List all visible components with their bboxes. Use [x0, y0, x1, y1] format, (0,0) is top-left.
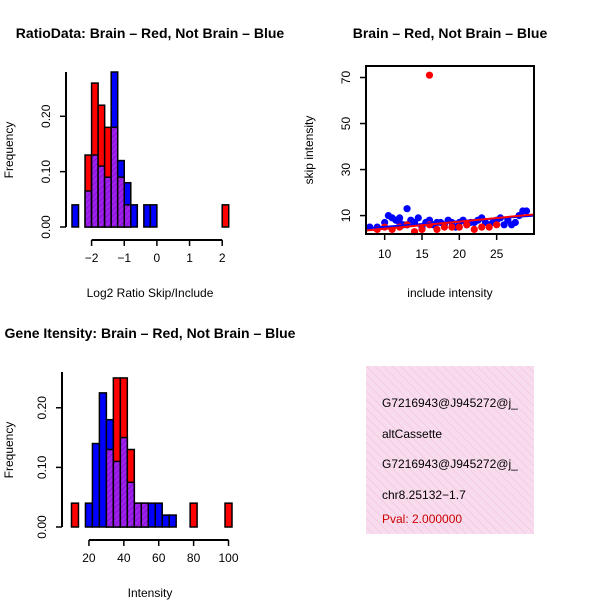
not-brain-point — [511, 218, 519, 227]
brain-point — [493, 221, 501, 229]
brain-point — [433, 225, 441, 233]
ratio-histogram-panel: RatioData: Brain – Red, Not Brain – Blue… — [2, 25, 284, 300]
ratio-chart-title: RatioData: Brain – Red, Not Brain – Blue — [16, 25, 285, 41]
intensity-overlap-bar — [112, 460, 122, 528]
not-brain-point — [403, 205, 411, 213]
ratio-y-tick-label: 0.00 — [39, 215, 53, 239]
intensity-overlap-bar — [140, 502, 150, 528]
ratio-axes: 0.00 0.10 0.20 −2 −1 0 1 2 — [39, 72, 226, 265]
brain-point — [418, 225, 426, 233]
scatter-y-tick-label: 30 — [339, 163, 353, 177]
ratio-overlap-bar — [84, 190, 93, 228]
intensity-bar — [189, 502, 198, 528]
scatter-y-tick-label: 50 — [339, 117, 353, 131]
brain-point — [478, 223, 486, 231]
info-line-3: G7216943@J945272@j_ — [382, 457, 518, 471]
ratio-y-axis-label: Frequency — [2, 122, 16, 179]
intensity-bar — [168, 514, 177, 528]
intensity-bars — [70, 377, 233, 528]
intensity-histogram-panel: Gene Itensity: Brain – Red, Not Brain – … — [2, 325, 296, 600]
intensity-x-axis-label: Intensity — [128, 586, 173, 600]
ratio-x-tick-label: −2 — [85, 251, 99, 265]
ratio-x-tick-label: 1 — [186, 251, 193, 265]
ratio-x-tick-label: 0 — [154, 251, 161, 265]
ratio-y-tick-label: 0.20 — [39, 104, 53, 128]
scatter-y-axis-label: skip intensity — [302, 116, 316, 185]
ratio-bar — [71, 204, 80, 228]
not-brain-point — [522, 207, 531, 215]
scatter-y-tick-label: 70 — [339, 71, 353, 85]
intensity-bar — [147, 502, 156, 528]
intensity-chart-title: Gene Itensity: Brain – Red, Not Brain – … — [5, 325, 296, 341]
scatter-frame — [365, 65, 535, 235]
intensity-overlap-bar — [119, 436, 129, 528]
ratio-bar — [221, 204, 230, 228]
scatter-axes: 10 15 20 25 10 30 50 70 — [339, 71, 504, 261]
intensity-y-tick-label: 0.10 — [35, 455, 49, 479]
scatter-x-tick-label: 15 — [415, 247, 429, 261]
intensity-x-tick-label: 80 — [187, 551, 201, 565]
info-box-panel: G7216943@J945272@j_ altCassette G7216943… — [366, 366, 534, 534]
ratio-overlap-bar — [116, 176, 125, 228]
scatter-panel: Brain – Red, Not Brain – Blue 10 15 20 2510… — [302, 25, 547, 300]
scatter-plot-area — [365, 65, 535, 236]
info-line-1: G7216943@J945272@j_ — [382, 396, 518, 410]
intensity-x-tick-label: 40 — [117, 551, 131, 565]
ratio-y-tick-label: 0.10 — [39, 160, 53, 184]
scatter-x-tick-label: 20 — [453, 247, 467, 261]
info-line-4: chr8.25132−1.7 — [382, 488, 466, 502]
intensity-bar — [161, 514, 170, 528]
ratio-overlap-bar — [110, 126, 119, 228]
intensity-y-tick-label: 0.00 — [35, 515, 49, 539]
intensity-bar — [224, 502, 233, 528]
scatter-y-tick-label: 10 — [339, 209, 353, 223]
scatter-x-axis-label: include intensity — [407, 286, 492, 300]
intensity-bar — [91, 442, 101, 528]
brain-point — [485, 223, 493, 231]
pval-text: Pval: 2.000000 — [382, 512, 462, 526]
brain-point — [463, 221, 471, 229]
intensity-overlap-bar — [105, 448, 115, 528]
not-brain-point — [414, 214, 422, 222]
intensity-bar — [154, 502, 163, 528]
brain-point — [470, 225, 478, 233]
intensity-y-axis-label: Frequency — [2, 422, 16, 479]
ratio-overlap-bar — [97, 165, 106, 228]
brain-point — [440, 223, 448, 231]
brain-point — [455, 223, 463, 231]
intensity-bar — [70, 502, 80, 528]
info-line-2: altCassette — [382, 427, 442, 441]
ratio-bar — [149, 204, 158, 228]
intensity-bar — [98, 392, 108, 528]
intensity-bar — [84, 502, 94, 528]
brain-point — [448, 223, 456, 231]
ratio-x-tick-label: −1 — [117, 251, 131, 265]
intensity-overlap-bar — [133, 502, 143, 528]
ratio-bar — [130, 204, 139, 228]
brain-point — [425, 71, 434, 79]
intensity-x-tick-label: 20 — [82, 551, 96, 565]
ratio-overlap-bar — [123, 204, 132, 228]
not-brain-point — [396, 214, 404, 222]
intensity-x-tick-label: 100 — [218, 551, 238, 565]
brain-fit-line — [365, 213, 535, 232]
intensity-overlap-bar — [126, 481, 136, 528]
ratio-bar — [143, 204, 152, 228]
ratio-overlap-bar — [103, 176, 112, 228]
scatter-x-tick-label: 25 — [490, 247, 504, 261]
intensity-y-tick-label: 0.20 — [35, 396, 49, 420]
intensity-x-tick-label: 60 — [152, 551, 166, 565]
ratio-x-axis-label: Log2 Ratio Skip/Include — [87, 286, 214, 300]
ratio-bars — [71, 71, 230, 228]
ratio-overlap-bar — [90, 154, 99, 228]
scatter-chart-title: Brain – Red, Not Brain – Blue — [353, 25, 548, 41]
ratio-x-tick-label: 2 — [219, 251, 226, 265]
scatter-x-tick-label: 10 — [378, 247, 392, 261]
intensity-axes: 0.00 0.10 0.20 20 40 60 80 100 — [35, 372, 239, 565]
info-box-background — [366, 366, 534, 534]
